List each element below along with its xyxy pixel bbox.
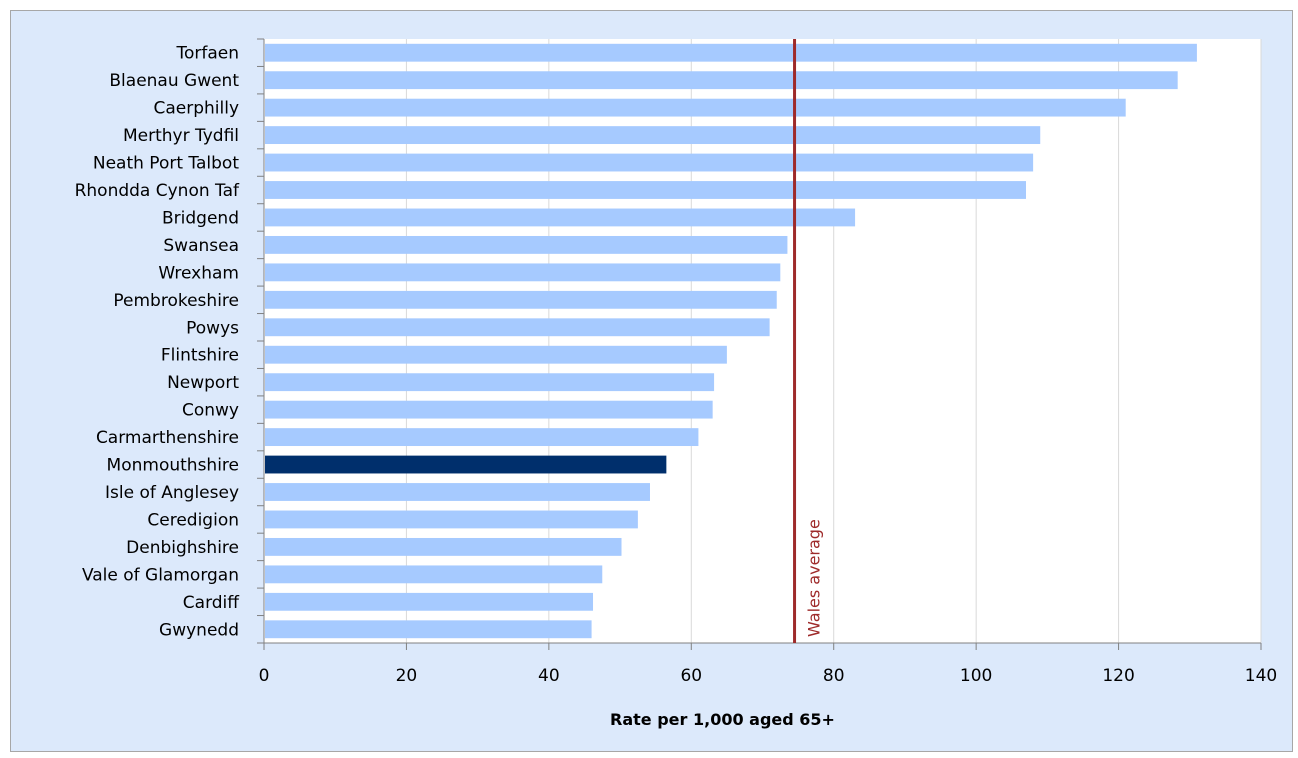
bar xyxy=(265,537,622,556)
bar xyxy=(265,290,777,309)
chart-frame: Torfaen Blaenau Gwent Caerphilly Merthyr Ty… xyxy=(10,10,1293,752)
bar xyxy=(265,153,1034,172)
category-label: Cardiff xyxy=(183,593,240,613)
x-tick-label: 100 xyxy=(960,666,992,686)
bar xyxy=(265,263,781,282)
wales-average-label: Wales average xyxy=(805,519,824,637)
bar xyxy=(265,620,592,639)
x-tick-labels: 0 20 40 60 80 100 120 140 xyxy=(259,643,1277,686)
category-label: Ceredigion xyxy=(147,510,239,530)
category-label: Merthyr Tydfil xyxy=(123,126,239,146)
category-label: Bridgend xyxy=(162,208,239,228)
x-tick-label: 140 xyxy=(1245,666,1277,686)
category-label: Wrexham xyxy=(158,263,239,283)
category-label: Torfaen xyxy=(175,44,239,64)
bar xyxy=(265,318,770,337)
axes xyxy=(257,38,1261,644)
bar xyxy=(265,43,1197,62)
category-label: Rhondda Cynon Taf xyxy=(75,181,240,201)
category-label: Monmouthshire xyxy=(107,456,239,476)
bar xyxy=(265,428,699,447)
bar xyxy=(265,510,638,529)
category-label: Caerphilly xyxy=(153,99,239,119)
x-axis-title: Rate per 1,000 aged 65+ xyxy=(610,710,835,729)
bar-chart: Torfaen Blaenau Gwent Caerphilly Merthyr Ty… xyxy=(75,38,1277,729)
category-label: Vale of Glamorgan xyxy=(82,565,239,585)
category-label: Flintshire xyxy=(161,346,239,366)
bar xyxy=(265,126,1041,145)
category-label: Swansea xyxy=(163,236,239,256)
category-label: Blaenau Gwent xyxy=(109,71,239,91)
bars xyxy=(265,43,1197,639)
category-label: Gwynedd xyxy=(159,620,239,640)
x-tick-label: 0 xyxy=(259,666,270,686)
bar xyxy=(265,181,1026,199)
x-tick-label: 80 xyxy=(823,666,845,686)
bar xyxy=(265,592,594,611)
category-label: Neath Port Talbot xyxy=(93,154,239,174)
bar xyxy=(265,345,727,364)
category-label: Isle of Anglesey xyxy=(105,483,239,503)
bar xyxy=(265,483,650,501)
bar xyxy=(265,235,788,254)
category-label: Denbighshire xyxy=(126,538,239,558)
bar xyxy=(265,98,1126,117)
bar xyxy=(265,400,713,419)
bar xyxy=(265,71,1178,90)
bar xyxy=(265,373,715,392)
category-label: Carmarthenshire xyxy=(96,428,239,448)
category-labels: Torfaen Blaenau Gwent Caerphilly Merthyr Ty… xyxy=(75,44,241,641)
x-tick-label: 40 xyxy=(538,666,560,686)
category-label: Powys xyxy=(186,318,239,338)
category-label: Newport xyxy=(167,373,239,393)
bar xyxy=(265,565,603,584)
x-tick-label: 20 xyxy=(396,666,418,686)
x-tick-label: 120 xyxy=(1102,666,1134,686)
bar xyxy=(265,208,856,227)
category-label: Pembrokeshire xyxy=(113,291,239,311)
bar xyxy=(265,455,667,474)
category-label: Conwy xyxy=(182,401,239,421)
x-tick-label: 60 xyxy=(680,666,702,686)
